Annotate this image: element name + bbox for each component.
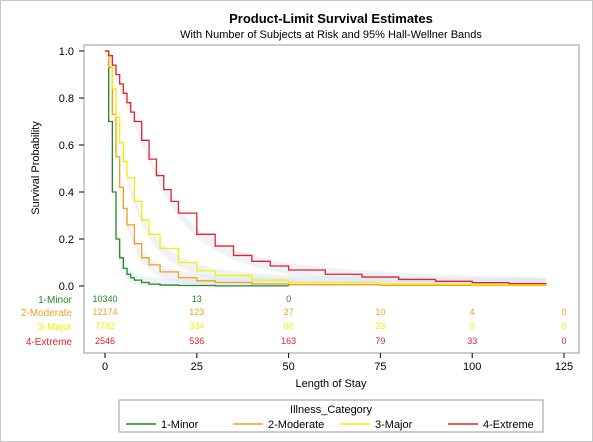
- at-risk-value-1-minor: 0: [286, 294, 291, 304]
- at-risk-value-4-extreme: 33: [467, 336, 477, 346]
- legend-label-4-extreme: 4-Extreme: [483, 419, 534, 431]
- y-axis-label: Survival Probability: [30, 121, 42, 215]
- at-risk-value-2-moderate: 10: [375, 307, 385, 317]
- x-tick-label: 25: [191, 361, 203, 373]
- x-axis-ticks: 0 25 50 75 100 125: [102, 353, 573, 373]
- at-risk-value-1-minor: 10340: [92, 294, 117, 304]
- at-risk-row-label: 2-Moderate: [21, 308, 73, 319]
- x-tick-label: 0: [102, 361, 108, 373]
- x-tick-label: 100: [463, 361, 481, 373]
- chart-title: Product-Limit Survival Estimates: [229, 11, 433, 26]
- x-tick-label: 50: [282, 361, 294, 373]
- series-line-2-moderate: [105, 50, 547, 287]
- y-tick-label: 1.0: [59, 46, 74, 58]
- at-risk-row-label: 3-Major: [38, 322, 73, 333]
- at-risk-value-2-moderate: 4: [470, 307, 475, 317]
- at-risk-value-3-major: 9: [470, 321, 475, 331]
- at-risk-value-2-moderate: 123: [189, 307, 204, 317]
- at-risk-value-3-major: 66: [284, 321, 294, 331]
- survival-curves: [105, 50, 547, 287]
- y-tick-label: 0.0: [59, 281, 74, 293]
- at-risk-value-2-moderate: 0: [561, 307, 566, 317]
- chart-subtitle: With Number of Subjects at Risk and 95% …: [180, 29, 482, 41]
- series-line-4-extreme: [105, 50, 547, 285]
- confidence-bands: [105, 51, 546, 286]
- at-risk-value-2-moderate: 12174: [92, 307, 117, 317]
- confidence-band-1-minor: [105, 51, 289, 286]
- confidence-band-3-major: [105, 51, 546, 286]
- at-risk-value-3-major: 0: [561, 321, 566, 331]
- legend-box: [118, 399, 544, 433]
- at-risk-value-4-extreme: 0: [561, 336, 566, 346]
- legend-label-1-minor: 1-Minor: [161, 419, 199, 431]
- at-risk-value-2-moderate: 27: [284, 307, 294, 317]
- y-tick-label: 0.8: [59, 93, 74, 105]
- y-axis-ticks: 0.0 0.2 0.4 0.6 0.8 1.0: [59, 46, 84, 293]
- at-risk-value-4-extreme: 79: [375, 336, 385, 346]
- at-risk-value-4-extreme: 2546: [95, 336, 115, 346]
- x-tick-label: 125: [555, 361, 573, 373]
- legend: Illness_Category 1-Minor 2-Moderate 3-Majo…: [118, 399, 544, 433]
- legend-title: Illness_Category: [290, 404, 372, 416]
- y-tick-label: 0.6: [59, 140, 74, 152]
- legend-label-3-major: 3-Major: [375, 419, 413, 431]
- at-risk-value-4-extreme: 536: [189, 336, 204, 346]
- at-risk-value-3-major: 7782: [95, 321, 115, 331]
- at-risk-row-label: 1-Minor: [38, 295, 73, 306]
- at-risk-table: 1-Minor 10340 13 0 2-Moderate 12174 123 27 10 4 0 3…: [21, 294, 567, 348]
- x-axis-label: Length of Stay: [296, 378, 367, 390]
- legend-items: 1-Minor 2-Moderate 3-Major 4-Extreme: [126, 419, 534, 431]
- at-risk-value-4-extreme: 163: [281, 336, 296, 346]
- y-tick-label: 0.4: [59, 187, 74, 199]
- y-tick-label: 0.2: [59, 234, 74, 246]
- legend-label-2-moderate: 2-Moderate: [268, 419, 324, 431]
- at-risk-value-3-major: 23: [375, 321, 385, 331]
- at-risk-value-3-major: 334: [189, 321, 204, 331]
- at-risk-value-1-minor: 13: [192, 294, 202, 304]
- series-line-1-minor: [105, 50, 290, 287]
- at-risk-row-label: 4-Extreme: [26, 337, 73, 348]
- series-line-3-major: [105, 50, 547, 286]
- plot-frame: [83, 44, 580, 354]
- x-tick-label: 75: [374, 361, 386, 373]
